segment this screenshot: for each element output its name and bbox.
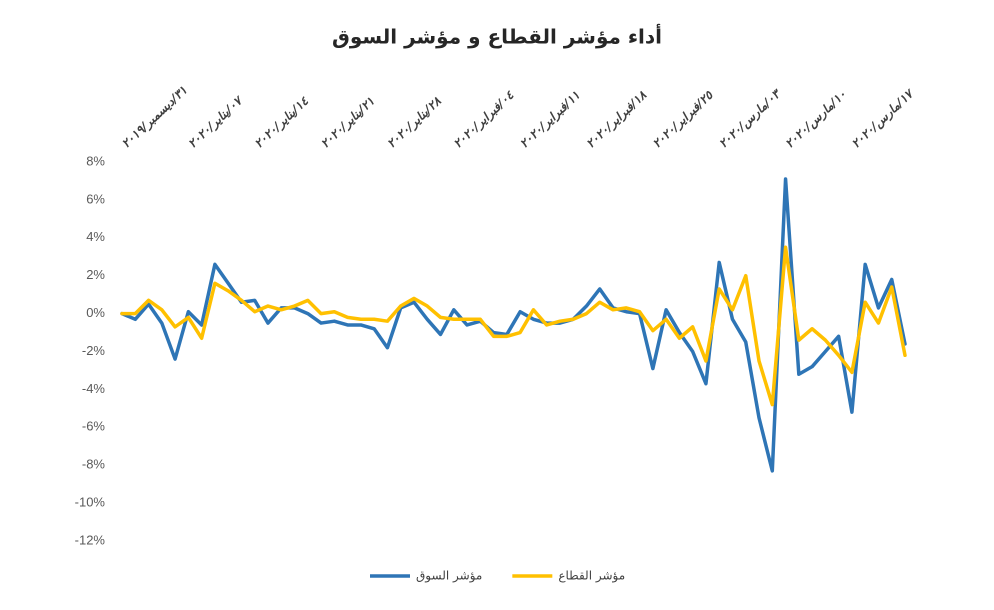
x-tick-label: ١٧/مارس/٢٠٢٠	[849, 86, 918, 152]
chart-title: أداء مؤشر القطاع و مؤشر السوق	[332, 23, 662, 49]
x-tick-label: ١٠/مارس/٢٠٢٠	[782, 87, 849, 151]
y-tick-label: -2%	[82, 343, 106, 358]
series-line	[120, 177, 907, 473]
x-tick-label: ٠٣/مارس/٢٠٢٠	[716, 86, 785, 152]
x-tick-label: ٠٧/يناير/٢٠٢٠	[185, 92, 247, 151]
x-tick-label: ١٤/يناير/٢٠٢٠	[252, 94, 312, 152]
y-tick-label: -4%	[82, 381, 106, 396]
y-tick-label: 0%	[86, 305, 105, 320]
x-tick-label: ١٨/فبراير/٢٠٢٠	[583, 88, 650, 152]
x-tick-label: ٢٥/فبراير/٢٠٢٠	[650, 88, 717, 152]
x-tick-label: ٣١/ديسمبر/٢٠١٩	[119, 83, 191, 151]
y-tick-label: -12%	[75, 532, 106, 547]
legend-label: مؤشر السوق	[416, 569, 482, 584]
series-line	[120, 245, 907, 407]
x-tick-label: ٠٤/فبراير/٢٠٢٠	[451, 88, 518, 152]
x-tick-label: ١١/فبراير/٢٠٢٠	[517, 88, 583, 151]
y-tick-label: -10%	[75, 495, 106, 510]
y-tick-label: 2%	[86, 267, 105, 282]
x-tick-label: ٢١/يناير/٢٠٢٠	[318, 94, 378, 151]
y-tick-label: -8%	[82, 457, 106, 472]
y-tick-label: 4%	[86, 229, 105, 244]
y-tick-label: 6%	[86, 191, 105, 206]
legend-label: مؤشر القطاع	[558, 569, 625, 584]
y-tick-label: -6%	[82, 419, 106, 434]
x-tick-label: ٢٨/يناير/٢٠٢٠	[384, 94, 444, 152]
y-tick-label: 8%	[86, 153, 105, 168]
